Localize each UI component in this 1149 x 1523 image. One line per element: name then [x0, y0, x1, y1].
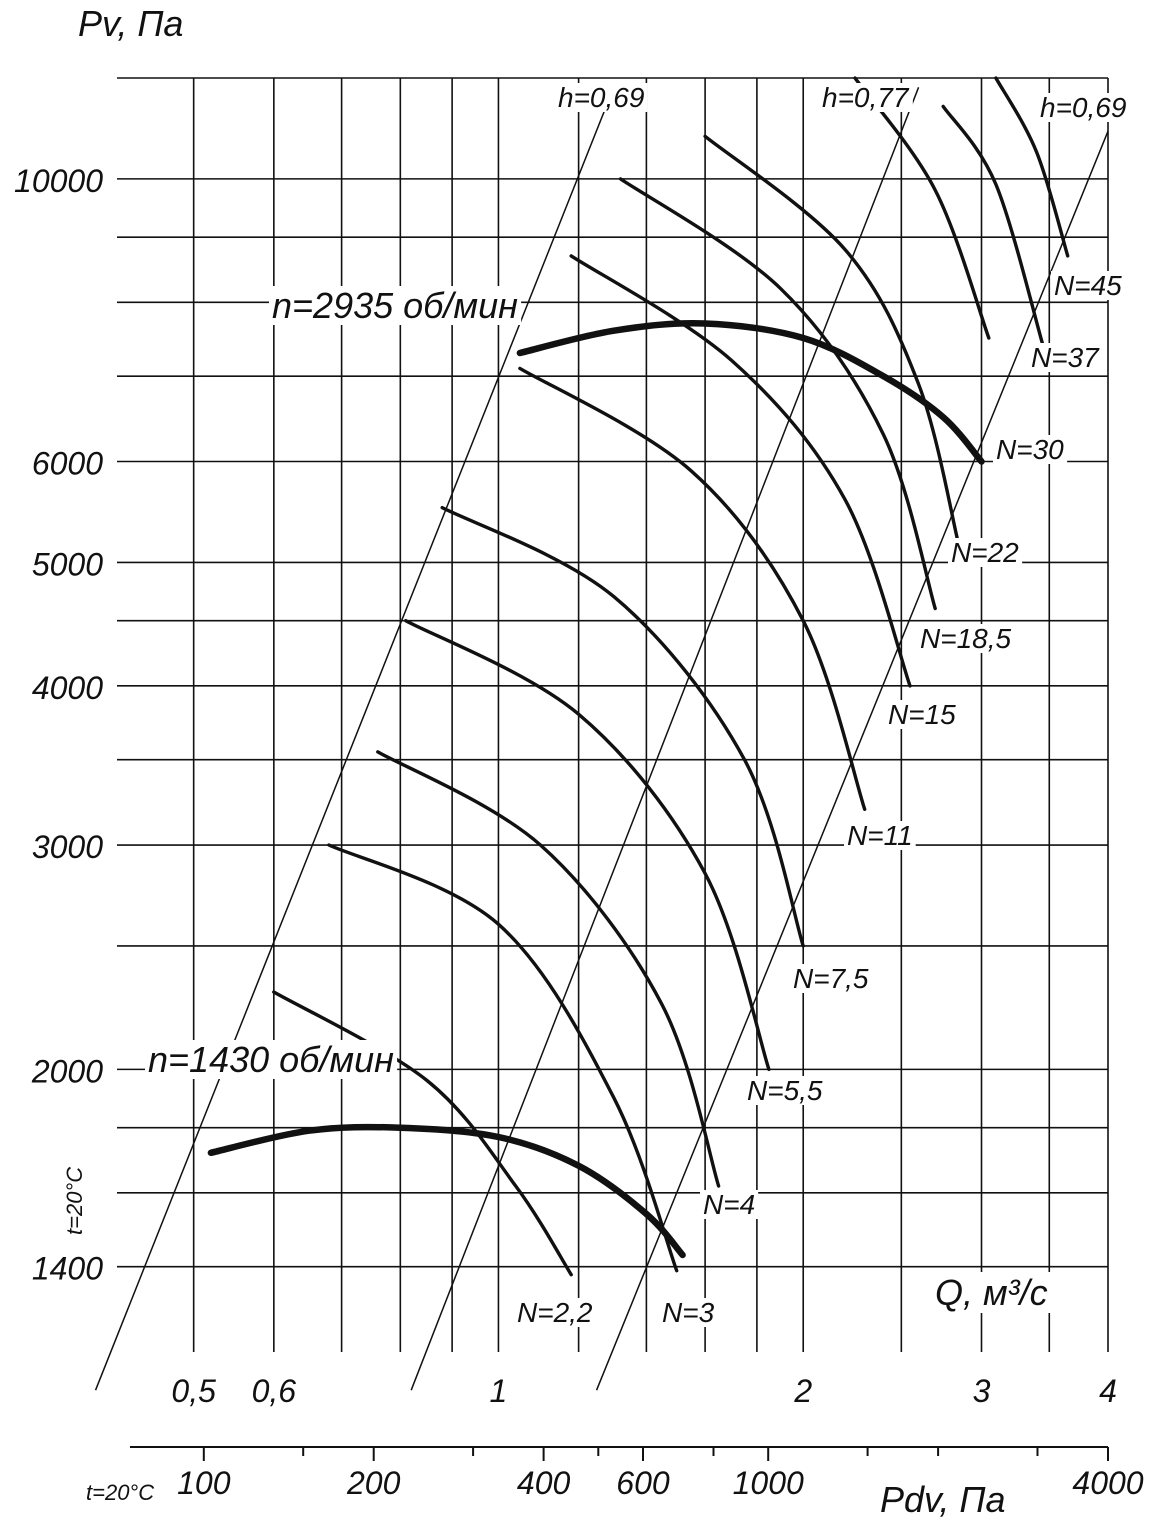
power-curve-label: N=22: [948, 537, 1023, 568]
pdv-tick-label: 4000: [1072, 1465, 1143, 1501]
pdv-temperature-note: t=20°C: [86, 1480, 154, 1505]
power-curve: [327, 843, 679, 1273]
power-curve-label: N=15: [885, 699, 960, 730]
efficiency-label-text: h=0,77: [822, 82, 910, 113]
efficiency-label-text: h=0,69: [558, 82, 644, 113]
x-tick-label: 0,5: [171, 1373, 216, 1409]
speed-curve-label-bg: [145, 1040, 398, 1079]
y-tick-label: 1400: [32, 1251, 103, 1287]
power-curve: [853, 76, 991, 340]
y-tick-label: 2000: [31, 1053, 103, 1089]
efficiency-label-bg: [555, 83, 648, 112]
efficiency-label: h=0,69: [1037, 92, 1130, 123]
y-tick-label: 6000: [32, 446, 103, 482]
power-curve-label-text: N=4: [703, 1189, 755, 1220]
power-curve-label-bg: [790, 964, 872, 993]
power-curve-label-bg: [917, 624, 1015, 653]
power-curve-label-text: N=22: [951, 537, 1019, 568]
power-curve-label-text: N=30: [996, 434, 1064, 465]
power-curve-label-text: N=11: [847, 820, 913, 851]
x-tick-label: 4: [1099, 1373, 1117, 1409]
power-curve-label: N=11: [844, 820, 916, 851]
power-curve-label-text: N=3: [662, 1297, 715, 1328]
power-curve-label-bg: [993, 435, 1068, 464]
power-curve: [618, 177, 937, 611]
speed-curve-label-text: n=1430 об/мин: [148, 1039, 394, 1080]
labels: 10000 6000 5000 4000 3000 2000 1400 0,5 0,6 1 2 3 4 1…: [14, 82, 1144, 1501]
power-curve: [703, 134, 961, 548]
efficiency-line: [410, 87, 920, 1391]
power-curve-label-bg: [1028, 343, 1104, 372]
pdv-tick-label: 1000: [733, 1465, 804, 1501]
power-curve-label-bg: [948, 538, 1023, 567]
pdv-tick-label: 200: [346, 1465, 401, 1501]
power-curve-label-text: N=18,5: [920, 623, 1011, 654]
speed-curve-label: n=2935 об/мин: [269, 285, 522, 326]
x-axis-title: Q, м³/с: [935, 1272, 1048, 1313]
power-curve: [404, 619, 771, 1072]
speed-curve-label-bg: [269, 286, 522, 325]
efficiency-label: h=0,69: [555, 82, 648, 113]
power-curve-label-text: N=2,2: [517, 1297, 593, 1328]
efficiency-label-bg: [1037, 93, 1130, 122]
power-curve-label-bg: [1051, 271, 1126, 300]
pdv-tick-label: 100: [177, 1465, 231, 1501]
power-curve-label-bg: [885, 700, 960, 729]
power-curve: [440, 505, 805, 948]
x-tick-label: 3: [973, 1373, 991, 1409]
power-curve-label-bg: [514, 1298, 596, 1327]
power-curve-label: N=7,5: [790, 963, 872, 994]
efficiency-label-bg: [819, 83, 913, 112]
speed-curve-label: n=1430 об/мин: [145, 1039, 398, 1080]
efficiency-label: h=0,77: [819, 82, 913, 113]
power-curve-label-text: N=7,5: [793, 963, 869, 994]
power-curve-label-bg: [844, 821, 916, 850]
speed-curve: [207, 1123, 686, 1259]
y-tick-label: 4000: [32, 670, 103, 706]
power-curve: [272, 990, 573, 1277]
power-curve: [569, 254, 912, 688]
pdv-tick-label: 600: [616, 1465, 670, 1501]
power-curve: [994, 76, 1070, 258]
y-tick-label: 5000: [32, 546, 103, 582]
power-curve-label: N=3: [659, 1297, 718, 1328]
power-curve-label: N=37: [1028, 342, 1104, 373]
x-tick-label: 1: [490, 1373, 508, 1409]
pdv-tick-label: 400: [517, 1465, 571, 1501]
power-curve-label-bg: [700, 1190, 759, 1219]
curves: [94, 76, 1109, 1391]
power-curve-label-text: N=15: [888, 699, 956, 730]
power-curve-label: N=5,5: [744, 1075, 826, 1106]
x-tick-label: 2: [793, 1373, 812, 1409]
power-curve-label: N=2,2: [514, 1297, 596, 1328]
power-curve: [941, 104, 1045, 348]
power-curve-label: N=30: [993, 434, 1068, 465]
x-axis-title-bg: [929, 1272, 1054, 1313]
efficiency-label-text: h=0,69: [1040, 92, 1126, 123]
y-axis-title: Pv, Па: [78, 3, 183, 44]
power-curve-label: N=18,5: [917, 623, 1015, 654]
pdv-axis-title: Pdv, Па: [880, 1479, 1005, 1520]
y-temperature-note: t=20°C: [62, 1167, 87, 1235]
y-tick-label: 3000: [32, 829, 103, 865]
power-curve-label-text: N=5,5: [747, 1075, 823, 1106]
power-curve-label-text: N=45: [1054, 270, 1122, 301]
power-curve-label: N=45: [1051, 270, 1126, 301]
grid: [117, 77, 1109, 1461]
speed-curve-label-text: n=2935 об/мин: [272, 285, 518, 326]
power-curve: [518, 366, 867, 811]
power-curve: [376, 750, 721, 1188]
efficiency-line: [94, 87, 615, 1391]
power-curve-label-text: N=37: [1031, 342, 1100, 373]
speed-curve: [516, 320, 985, 465]
y-tick-label: 10000: [14, 163, 103, 199]
power-curve-label: N=4: [700, 1189, 759, 1220]
power-curve-label-bg: [744, 1076, 826, 1105]
x-tick-label: 0,6: [252, 1373, 297, 1409]
power-curve-label-bg: [659, 1298, 718, 1327]
